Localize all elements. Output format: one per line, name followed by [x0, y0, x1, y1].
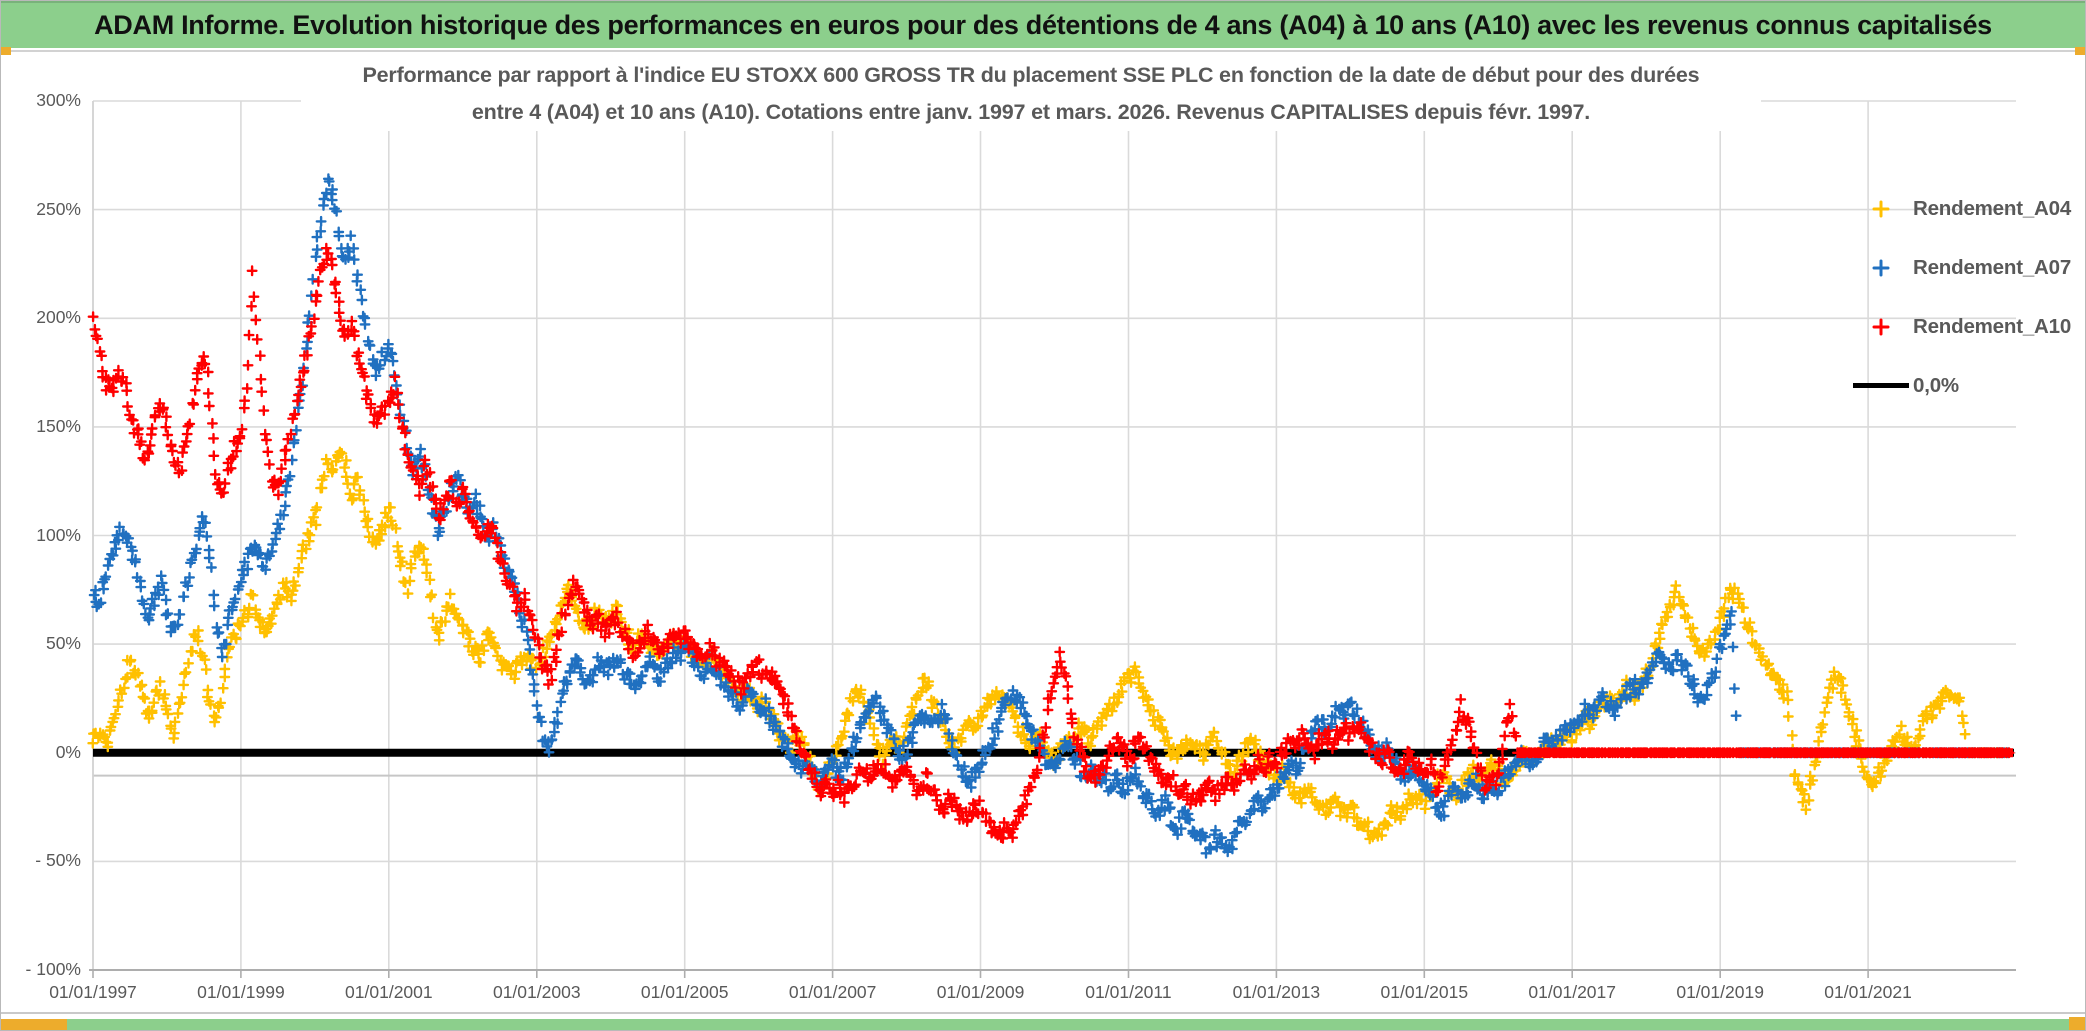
footer-bar: [1, 1019, 2085, 1030]
legend-label: 0,0%: [1913, 373, 1959, 397]
legend-item-a07: Rendement_A07: [1849, 238, 2079, 297]
chart-title-line2: entre 4 (A04) et 10 ans (A10). Cotations…: [471, 100, 1591, 124]
x-axis-label: 01/01/2005: [640, 982, 729, 1002]
gold-accent-top-right: [2075, 47, 2085, 55]
x-axis-label: 01/01/2009: [936, 982, 1025, 1002]
y-axis-label: 300%: [36, 90, 81, 110]
header-bar: ADAM Informe. Evolution historique des p…: [1, 1, 2085, 48]
x-axis-label: 01/01/2015: [1380, 982, 1469, 1002]
gold-accent-bottom-left: [1, 1019, 67, 1030]
chart-legend: Rendement_A04 Rendement_A07 Rendement_A1…: [1849, 179, 2079, 415]
chart-title: Performance par rapport à l'indice EU ST…: [301, 57, 1761, 131]
legend-item-a10: Rendement_A10: [1849, 297, 2079, 356]
y-axis-label: 150%: [36, 415, 81, 436]
legend-label: Rendement_A04: [1913, 196, 2072, 220]
y-axis-label: - 100%: [25, 959, 81, 979]
y-axis-label: 0%: [55, 741, 81, 762]
legend-item-zero-line: 0,0%: [1849, 356, 2079, 415]
plus-marker-icon: [1849, 200, 1913, 218]
x-axis-label: 01/01/2001: [345, 982, 433, 1002]
scatter-Rendement_A04: [87, 446, 2014, 845]
y-axis-label: - 50%: [35, 850, 81, 871]
y-axis-label: 250%: [36, 198, 81, 219]
gold-accent-bottom-right: [2069, 1017, 2085, 1030]
chart-title-line1: Performance par rapport à l'indice EU ST…: [362, 63, 1700, 87]
legend-item-a04: Rendement_A04: [1849, 179, 2079, 238]
page-title: ADAM Informe. Evolution historique des p…: [94, 10, 1992, 40]
x-axis-label: 01/01/2021: [1824, 982, 1912, 1002]
gold-accent-top-left: [1, 47, 11, 55]
x-axis-label: 01/01/1997: [49, 982, 137, 1002]
legend-label: Rendement_A07: [1913, 255, 2072, 279]
legend-label: Rendement_A10: [1913, 314, 2072, 338]
plus-marker-icon: [1849, 318, 1913, 336]
x-axis-label: 01/01/2007: [788, 982, 877, 1002]
line-marker-icon: [1849, 383, 1913, 388]
x-axis-label: 01/01/2003: [492, 982, 581, 1002]
y-axis-label: 200%: [36, 307, 81, 328]
plus-marker-icon: [1849, 259, 1913, 277]
top-divider: [1, 50, 2085, 52]
y-axis-label: 100%: [36, 524, 81, 545]
x-axis-label: 01/01/2013: [1232, 982, 1321, 1002]
x-axis-label: 01/01/1999: [197, 982, 285, 1002]
x-axis-label: 01/01/2017: [1528, 982, 1617, 1002]
x-axis-label: 01/01/2011: [1085, 982, 1172, 1002]
x-axis-label: 01/01/2019: [1676, 982, 1764, 1002]
bottom-divider: [1, 1012, 2085, 1014]
y-axis-label: 50%: [45, 633, 81, 654]
